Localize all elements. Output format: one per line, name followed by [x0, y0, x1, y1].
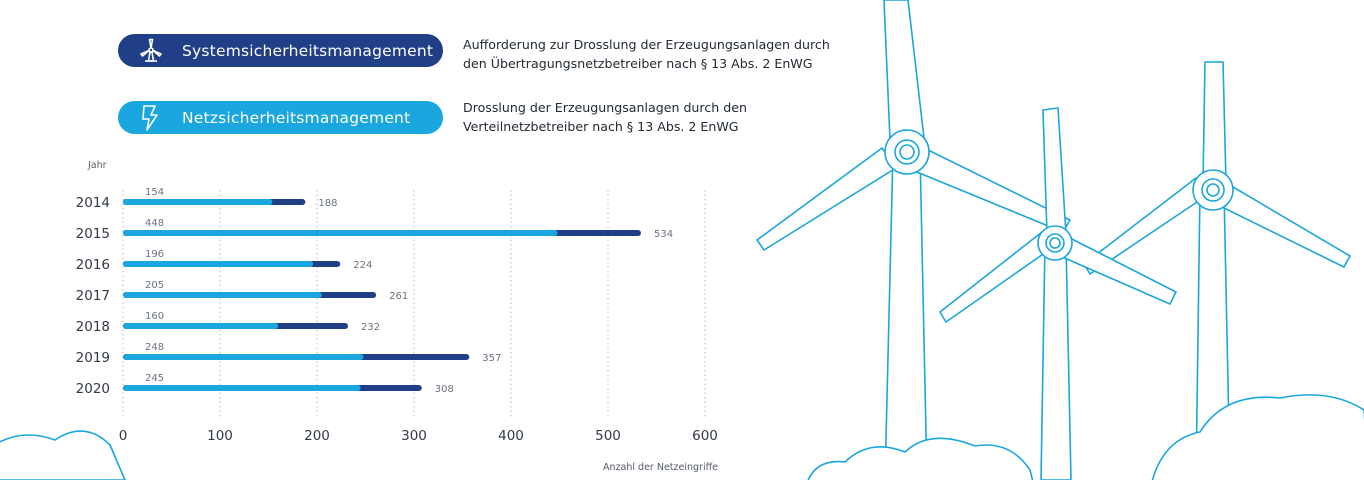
data-label-total: 188: [318, 198, 337, 209]
description-line: Aufforderung zur Drosslung der Erzeugung…: [463, 37, 830, 52]
data-label-total: 232: [361, 322, 380, 333]
y-tick-label: 2017: [76, 288, 110, 304]
cloud-icon: [0, 430, 126, 480]
data-label-total: 261: [389, 291, 408, 302]
x-tick-label: 500: [595, 428, 621, 444]
legend-network-description: Drosslung der Erzeugungsanlagen durch de…: [463, 98, 863, 136]
data-label: 205: [145, 280, 164, 291]
description-line: Verteilnetzbetreiber nach § 13 Abs. 2 En…: [463, 119, 739, 134]
wind-turbine-icon: [136, 36, 166, 66]
y-tick-label: 2020: [76, 381, 110, 397]
description-line: Drosslung der Erzeugungsanlagen durch de…: [463, 100, 747, 115]
legend-system-description: Aufforderung zur Drosslung der Erzeugung…: [463, 35, 863, 73]
legend-network-label: Netzsicherheitsmanagement: [182, 108, 411, 127]
bar-segment-network: [123, 199, 273, 205]
legend-system-label: Systemsicherheitsmanagement: [182, 41, 434, 60]
bar-chart: Jahr Anzahl der Netzeingriffe 0 100 200 300…: [76, 160, 719, 473]
x-tick-label: 300: [401, 428, 427, 444]
x-tick-label: 200: [304, 428, 330, 444]
y-tick-label: 2019: [76, 350, 110, 366]
cloud-icon: [1151, 394, 1364, 480]
data-label-total: 534: [654, 229, 673, 240]
data-label: 154: [145, 187, 164, 198]
y-tick-label: 2014: [76, 195, 110, 211]
bar-segment-network: [123, 385, 361, 391]
data-label: 248: [145, 342, 164, 353]
bar-segment-network: [123, 323, 279, 329]
bar-segment-network: [123, 261, 314, 267]
x-tick-label: 0: [119, 428, 128, 444]
bar-segment-network: [123, 354, 364, 360]
x-tick-label: 400: [498, 428, 524, 444]
data-label: 196: [145, 249, 164, 260]
wind-turbine-icon: [756, 0, 1071, 480]
data-label: 245: [145, 373, 164, 384]
y-tick-label: 2016: [76, 257, 110, 273]
lightning-bolt-icon: [136, 103, 166, 133]
data-label-total: 308: [435, 384, 454, 395]
x-tick-label: 100: [207, 428, 233, 444]
legend-network-security: Netzsicherheitsmanagement: [118, 101, 443, 134]
bar-segment-network: [123, 230, 558, 236]
bar-segment-network: [123, 292, 322, 298]
description-line: den Übertragungsnetzbetreiber nach § 13 …: [463, 56, 813, 71]
legend-system-security: Systemsicherheitsmanagement: [118, 34, 443, 67]
x-axis-label: Anzahl der Netzeingriffe: [603, 462, 718, 473]
y-tick-label: 2015: [76, 226, 110, 242]
data-label: 448: [145, 218, 164, 229]
y-tick-label: 2018: [76, 319, 110, 335]
wind-turbine-icon: [939, 107, 1177, 480]
x-tick-label: 600: [692, 428, 718, 444]
data-label: 160: [145, 311, 164, 322]
data-label-total: 357: [482, 353, 501, 364]
y-axis-label: Jahr: [87, 160, 107, 171]
wind-turbine-icon: [1083, 61, 1351, 480]
cloud-icon: [807, 437, 1034, 480]
data-label-total: 224: [353, 260, 372, 271]
